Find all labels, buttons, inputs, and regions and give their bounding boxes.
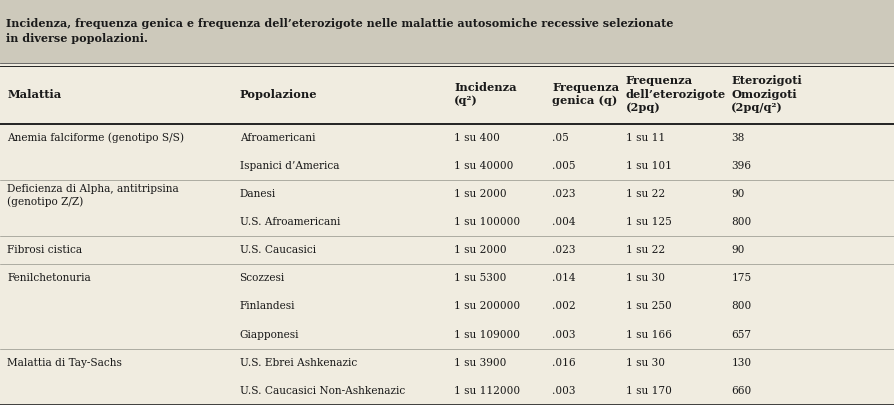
- Text: 1 su 400: 1 su 400: [454, 132, 500, 143]
- Text: .004: .004: [552, 217, 576, 227]
- Text: 1 su 22: 1 su 22: [626, 245, 665, 255]
- Text: 90: 90: [731, 245, 745, 255]
- Text: 1 su 170: 1 su 170: [626, 386, 671, 396]
- Text: 657: 657: [731, 330, 752, 340]
- Text: Malattia di Tay-Sachs: Malattia di Tay-Sachs: [7, 358, 122, 368]
- Text: 1 su 109000: 1 su 109000: [454, 330, 520, 340]
- Text: .003: .003: [552, 330, 576, 340]
- Text: U.S. Ebrei Ashkenazic: U.S. Ebrei Ashkenazic: [240, 358, 357, 368]
- Text: Fenilchetonuria: Fenilchetonuria: [7, 273, 91, 283]
- Text: 130: 130: [731, 358, 752, 368]
- Text: 1 su 30: 1 su 30: [626, 273, 665, 283]
- Text: Afroamericani: Afroamericani: [240, 132, 315, 143]
- Text: Finlandesi: Finlandesi: [240, 301, 295, 311]
- Text: 396: 396: [731, 161, 751, 171]
- Text: Eterozigoti
Omozigoti
(2pq/q²): Eterozigoti Omozigoti (2pq/q²): [731, 75, 802, 113]
- Text: 1 su 100000: 1 su 100000: [454, 217, 520, 227]
- Text: .005: .005: [552, 161, 576, 171]
- Text: Popolazione: Popolazione: [240, 89, 317, 100]
- Text: 1 su 11: 1 su 11: [626, 132, 665, 143]
- Text: 1 su 250: 1 su 250: [626, 301, 671, 311]
- FancyBboxPatch shape: [0, 0, 894, 63]
- Text: 1 su 101: 1 su 101: [626, 161, 671, 171]
- Text: 660: 660: [731, 386, 752, 396]
- Text: 175: 175: [731, 273, 752, 283]
- Text: U.S. Caucasici Non-Ashkenazic: U.S. Caucasici Non-Ashkenazic: [240, 386, 405, 396]
- Text: .003: .003: [552, 386, 576, 396]
- Text: .002: .002: [552, 301, 576, 311]
- Text: Incidenza
(q²): Incidenza (q²): [454, 82, 517, 106]
- Text: 1 su 112000: 1 su 112000: [454, 386, 520, 396]
- Text: 1 su 2000: 1 su 2000: [454, 189, 507, 199]
- Text: 38: 38: [731, 132, 745, 143]
- Text: Ispanici d’America: Ispanici d’America: [240, 161, 339, 171]
- Text: Frequenza
dell’eterozigote
(2pq): Frequenza dell’eterozigote (2pq): [626, 75, 726, 113]
- Text: Frequenza
genica (q): Frequenza genica (q): [552, 82, 620, 106]
- Text: 1 su 125: 1 su 125: [626, 217, 671, 227]
- Text: Danesi: Danesi: [240, 189, 276, 199]
- Text: Scozzesi: Scozzesi: [240, 273, 285, 283]
- Text: Deficienza di Alpha, antitripsina
(genotipo Z/Z): Deficienza di Alpha, antitripsina (genot…: [7, 184, 179, 207]
- Text: 1 su 40000: 1 su 40000: [454, 161, 513, 171]
- Text: 1 su 200000: 1 su 200000: [454, 301, 520, 311]
- Text: U.S. Afroamericani: U.S. Afroamericani: [240, 217, 340, 227]
- Text: 1 su 22: 1 su 22: [626, 189, 665, 199]
- Text: U.S. Caucasici: U.S. Caucasici: [240, 245, 316, 255]
- Text: 1 su 166: 1 su 166: [626, 330, 671, 340]
- Text: 1 su 5300: 1 su 5300: [454, 273, 507, 283]
- Text: Incidenza, frequenza genica e frequenza dell’eterozigote nelle malattie autosomi: Incidenza, frequenza genica e frequenza …: [6, 18, 674, 45]
- Text: 1 su 2000: 1 su 2000: [454, 245, 507, 255]
- Text: 1 su 3900: 1 su 3900: [454, 358, 507, 368]
- Text: Anemia falciforme (genotipo S/S): Anemia falciforme (genotipo S/S): [7, 132, 184, 143]
- Text: 800: 800: [731, 301, 752, 311]
- Text: 800: 800: [731, 217, 752, 227]
- Text: .016: .016: [552, 358, 576, 368]
- Text: 90: 90: [731, 189, 745, 199]
- Text: 1 su 30: 1 su 30: [626, 358, 665, 368]
- Text: Malattia: Malattia: [7, 89, 62, 100]
- Text: .023: .023: [552, 245, 576, 255]
- Text: Fibrosi cistica: Fibrosi cistica: [7, 245, 82, 255]
- Text: .014: .014: [552, 273, 576, 283]
- Text: .023: .023: [552, 189, 576, 199]
- Text: Giapponesi: Giapponesi: [240, 330, 299, 340]
- Text: .05: .05: [552, 132, 569, 143]
